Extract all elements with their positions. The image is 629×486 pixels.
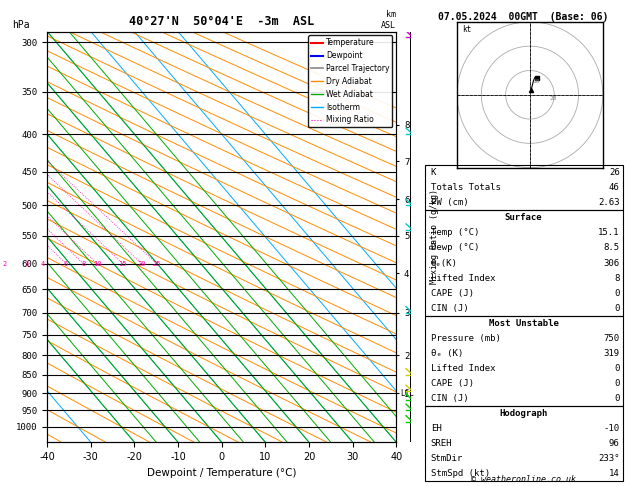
Text: Totals Totals: Totals Totals	[431, 183, 501, 192]
Text: hPa: hPa	[13, 19, 30, 30]
Text: Mixing Ratio (g/kg): Mixing Ratio (g/kg)	[430, 190, 439, 284]
Text: 07.05.2024  00GMT  (Base: 06): 07.05.2024 00GMT (Base: 06)	[438, 12, 609, 22]
Text: 15.1: 15.1	[598, 228, 620, 238]
Text: 46: 46	[609, 183, 620, 192]
Text: 14: 14	[609, 469, 620, 478]
Text: 0: 0	[614, 379, 620, 388]
Text: Lifted Index: Lifted Index	[431, 274, 496, 282]
Text: 10: 10	[532, 79, 540, 84]
Text: 2.63: 2.63	[598, 198, 620, 208]
Text: 0: 0	[614, 289, 620, 297]
Text: 10: 10	[93, 260, 101, 267]
Text: 4: 4	[40, 260, 45, 267]
Text: θₑ(K): θₑ(K)	[431, 259, 458, 267]
Text: CIN (J): CIN (J)	[431, 304, 469, 312]
Text: 0: 0	[614, 364, 620, 373]
Text: -10: -10	[603, 424, 620, 433]
Text: CAPE (J): CAPE (J)	[431, 289, 474, 297]
Text: Hodograph: Hodograph	[499, 409, 548, 418]
Text: Lifted Index: Lifted Index	[431, 364, 496, 373]
Text: 8.5: 8.5	[603, 243, 620, 252]
Text: © weatheronline.co.uk: © weatheronline.co.uk	[471, 474, 576, 484]
Text: SREH: SREH	[431, 439, 452, 448]
Text: Dewp (°C): Dewp (°C)	[431, 243, 479, 252]
Text: Pressure (mb): Pressure (mb)	[431, 334, 501, 343]
Text: 750: 750	[603, 334, 620, 343]
Text: CAPE (J): CAPE (J)	[431, 379, 474, 388]
Text: 3: 3	[25, 260, 28, 267]
Text: K: K	[431, 168, 437, 177]
Text: EH: EH	[431, 424, 442, 433]
Legend: Temperature, Dewpoint, Parcel Trajectory, Dry Adiabat, Wet Adiabat, Isotherm, Mi: Temperature, Dewpoint, Parcel Trajectory…	[308, 35, 392, 127]
Text: 20: 20	[549, 96, 557, 101]
Text: PW (cm): PW (cm)	[431, 198, 469, 208]
Text: 15: 15	[118, 260, 127, 267]
Text: 8: 8	[614, 274, 620, 282]
Text: Surface: Surface	[505, 213, 542, 223]
Text: 26: 26	[609, 168, 620, 177]
Text: km
ASL: km ASL	[381, 10, 396, 30]
Text: 0: 0	[614, 304, 620, 312]
Text: 40°27'N  50°04'E  -3m  ASL: 40°27'N 50°04'E -3m ASL	[129, 15, 314, 28]
Text: θₑ (K): θₑ (K)	[431, 349, 463, 358]
Text: 233°: 233°	[598, 454, 620, 463]
Text: 96: 96	[609, 439, 620, 448]
Text: 319: 319	[603, 349, 620, 358]
Text: CIN (J): CIN (J)	[431, 394, 469, 403]
Text: kt: kt	[462, 25, 471, 34]
X-axis label: Dewpoint / Temperature (°C): Dewpoint / Temperature (°C)	[147, 468, 296, 478]
Text: Temp (°C): Temp (°C)	[431, 228, 479, 238]
Text: 2: 2	[3, 260, 7, 267]
Text: Most Unstable: Most Unstable	[489, 319, 559, 328]
Text: LCL: LCL	[400, 389, 414, 398]
Text: StmDir: StmDir	[431, 454, 463, 463]
Text: 0: 0	[614, 394, 620, 403]
Text: 20: 20	[137, 260, 146, 267]
Text: 306: 306	[603, 259, 620, 267]
Text: 6: 6	[64, 260, 68, 267]
Text: 25: 25	[152, 260, 161, 267]
Text: 8: 8	[81, 260, 86, 267]
Text: StmSpd (kt): StmSpd (kt)	[431, 469, 490, 478]
